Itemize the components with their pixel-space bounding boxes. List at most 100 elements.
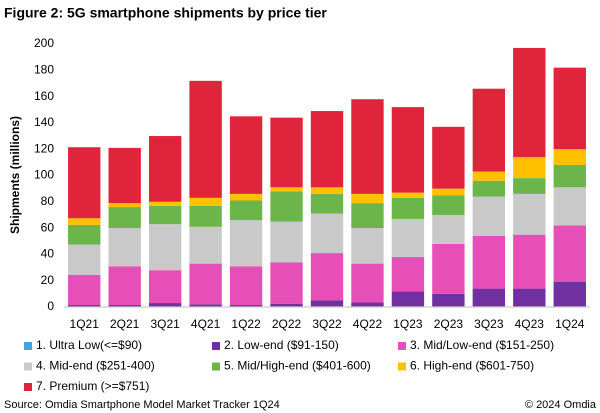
bar-segment <box>472 196 506 236</box>
legend-swatch <box>212 342 220 350</box>
y-axis-label: Shipments (millions) <box>8 116 22 234</box>
bar-segment <box>553 225 586 283</box>
bar-segment <box>148 205 182 225</box>
bar-segment <box>432 188 465 196</box>
bar-segment <box>432 195 465 215</box>
bar-segment <box>513 288 546 307</box>
bar-segment <box>189 197 222 206</box>
bar-segment <box>310 193 344 214</box>
bar-segment <box>229 220 263 267</box>
bar-segment <box>310 187 344 194</box>
bar-segment <box>108 147 141 204</box>
source: Source: Omdia Smartphone Model Market Tr… <box>4 399 280 411</box>
bar-segment <box>472 171 506 181</box>
bar-segment <box>351 193 384 204</box>
legend-swatch <box>398 342 406 350</box>
bar-segment <box>108 207 141 229</box>
y-tick-label: 100 <box>34 168 54 182</box>
bar-segment <box>391 107 425 193</box>
x-tick-label: 1Q22 <box>231 317 261 331</box>
bar-segment <box>189 263 222 305</box>
bar-segment <box>148 224 182 271</box>
bar-segment <box>68 218 101 225</box>
legend-label: 5. Mid/High-end ($401-600) <box>224 359 371 373</box>
bar-segment <box>189 226 222 264</box>
bar-segment <box>229 200 263 221</box>
y-tick-label: 120 <box>34 141 54 155</box>
bar-segment <box>229 305 263 307</box>
bar-segment <box>310 213 344 254</box>
bar-segment <box>351 302 384 307</box>
y-tick-label: 0 <box>47 299 54 313</box>
bar-segment <box>553 67 586 150</box>
y-tick-label: 80 <box>41 194 55 208</box>
bar-segment <box>148 201 182 206</box>
bar-segment <box>472 88 506 172</box>
bar-segment <box>391 192 425 198</box>
bar-segment <box>270 221 303 263</box>
x-tick-label: 3Q21 <box>150 317 180 331</box>
bar-segment <box>513 157 546 179</box>
legend-label: 4. Mid-end ($251-400) <box>36 359 155 373</box>
bar-segment <box>270 262 303 304</box>
x-tick-label: 3Q22 <box>312 317 342 331</box>
bar-segment <box>351 203 384 229</box>
bar-segment <box>472 180 506 197</box>
legend-swatch <box>24 383 32 391</box>
bar-segment <box>189 205 222 227</box>
bar-segment <box>391 291 425 307</box>
bar-segment <box>351 99 384 194</box>
legend-swatch <box>398 362 406 371</box>
bar-segment <box>391 197 425 219</box>
bar-segment <box>68 274 101 306</box>
bar-segment <box>108 305 141 307</box>
legend-label: 6. High-end ($601-750) <box>410 359 534 373</box>
bar-segment <box>513 178 546 194</box>
bar-segment <box>189 80 222 198</box>
x-tick-label: 2Q22 <box>272 317 302 331</box>
bar-segment <box>553 282 586 307</box>
y-tick-label: 200 <box>34 36 54 50</box>
bar-segment <box>310 300 344 307</box>
bar-segment <box>148 303 182 307</box>
x-tick-label: 4Q22 <box>353 317 383 331</box>
y-tick-label: 20 <box>41 273 55 287</box>
legend-swatch <box>212 362 220 371</box>
legend-swatch <box>24 342 32 350</box>
legend-label: 3. Mid/Low-end ($151-250) <box>410 338 554 352</box>
bar-segment <box>229 116 263 194</box>
bar-segment <box>432 214 465 244</box>
x-tick-label: 3Q23 <box>474 317 504 331</box>
bar-segment <box>148 136 182 202</box>
bar-segment <box>432 293 465 307</box>
bar-segment <box>270 187 303 192</box>
y-tick-label: 140 <box>34 115 54 129</box>
bar-segment <box>68 305 101 307</box>
bar-segment <box>189 304 222 307</box>
bar-segment <box>432 126 465 189</box>
bar-segment <box>310 253 344 301</box>
bar-segment <box>472 235 506 289</box>
y-tick-label: 160 <box>34 89 54 103</box>
x-tick-label: 1Q21 <box>70 317 100 331</box>
bar-segment <box>270 191 303 222</box>
bar-segment <box>553 164 586 188</box>
bar-segment <box>351 228 384 264</box>
bar-segment <box>108 266 141 306</box>
bar-segment <box>391 218 425 258</box>
x-tick-label: 4Q21 <box>191 317 221 331</box>
x-tick-label: 4Q23 <box>515 317 545 331</box>
bar-segment <box>68 244 101 275</box>
bar-segment <box>553 187 586 226</box>
bar-segment <box>432 243 465 294</box>
bar-segment <box>68 224 101 245</box>
copyright: © 2024 Omdia <box>525 399 597 411</box>
chart-title: Figure 2: 5G smartphone shipments by pri… <box>4 5 327 21</box>
bar-segment <box>513 193 546 235</box>
y-tick-label: 40 <box>41 247 55 261</box>
bar-segment <box>472 288 506 307</box>
y-tick-label: 180 <box>34 62 54 76</box>
x-tick-label: 2Q21 <box>110 317 140 331</box>
bar-segment <box>391 257 425 292</box>
